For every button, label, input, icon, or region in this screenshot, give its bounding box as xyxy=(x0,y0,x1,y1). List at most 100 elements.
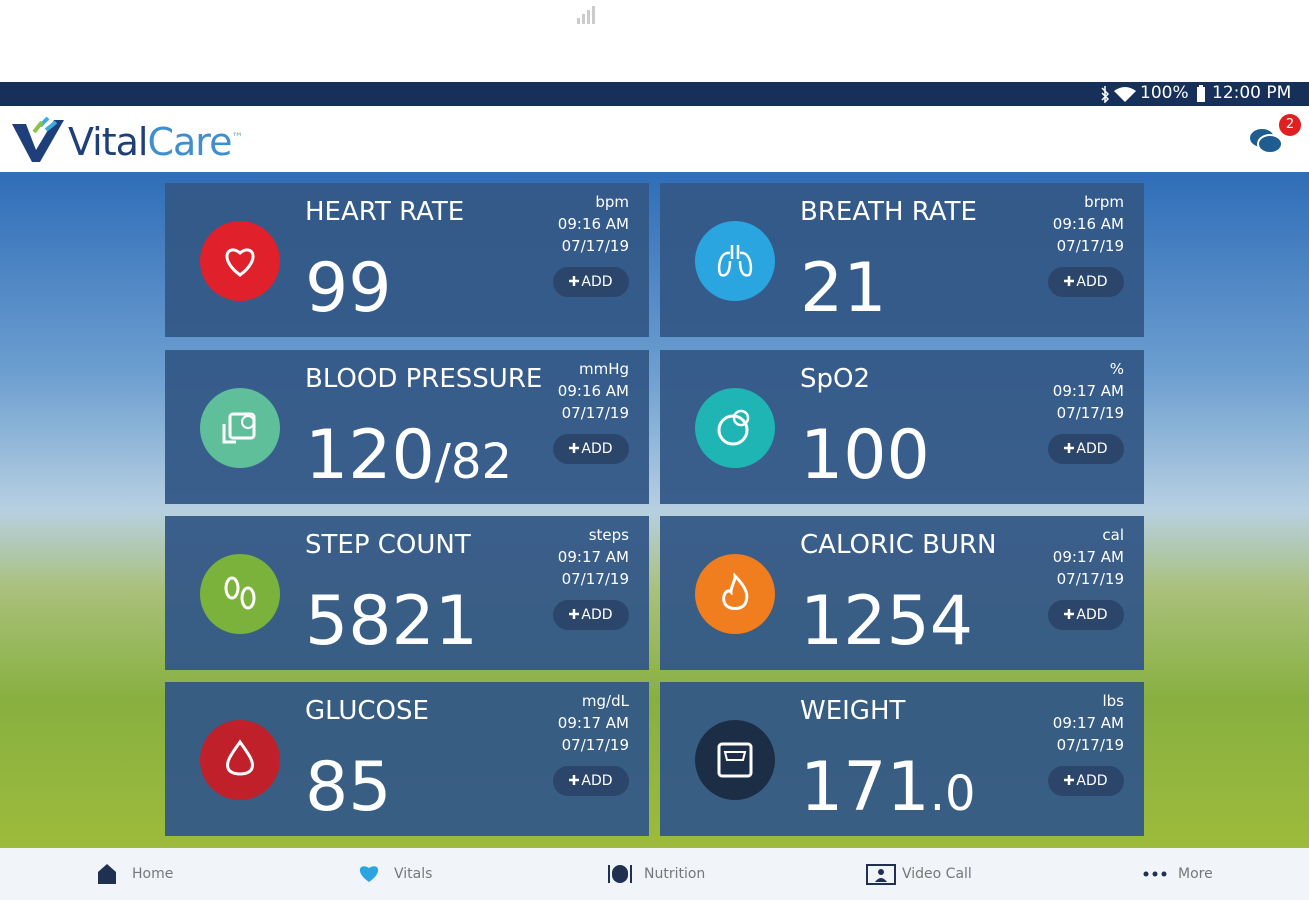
vital-card: GLUCOSE 85 mg/dL 09:17 AM 07/17/19 ADD xyxy=(165,682,649,836)
app-header: VitalCare™ 2 xyxy=(0,106,1309,172)
vital-date: 07/17/19 xyxy=(1056,570,1124,588)
vital-time: 09:16 AM xyxy=(557,215,629,233)
status-bar: 100% 12:00 PM xyxy=(0,82,1309,106)
battery-icon xyxy=(1197,85,1205,102)
nav-item[interactable]: Home xyxy=(96,848,173,900)
add-label: ADD xyxy=(581,441,613,457)
vital-icon xyxy=(695,720,775,800)
plus-icon xyxy=(569,276,580,286)
nav-label: More xyxy=(1178,866,1213,882)
vital-time: 09:16 AM xyxy=(557,382,629,400)
add-label: ADD xyxy=(1076,441,1108,457)
vital-title: SpO2 xyxy=(800,364,871,394)
vital-unit: mmHg xyxy=(578,360,629,378)
vital-value-main: 1254 xyxy=(800,582,974,661)
logo-primary: Vital xyxy=(68,120,148,164)
vital-icon xyxy=(200,221,280,301)
nav-icon-graphic xyxy=(359,866,379,882)
vital-card: BREATH RATE 21 brpm 09:16 AM 07/17/19 ADD xyxy=(660,183,1144,337)
chat-badge: 2 xyxy=(1279,114,1301,136)
add-plus xyxy=(569,607,580,623)
nav-icon xyxy=(1142,862,1172,886)
add-button[interactable]: ADD xyxy=(1048,766,1124,796)
add-plus xyxy=(1064,607,1075,623)
icon-graphic xyxy=(695,720,775,800)
vital-value: 99 xyxy=(305,249,392,328)
clock: 12:00 PM xyxy=(1212,83,1292,103)
vital-date: 07/17/19 xyxy=(561,736,629,754)
add-plus xyxy=(1064,441,1075,457)
add-label: ADD xyxy=(581,773,613,789)
vital-date: 07/17/19 xyxy=(561,404,629,422)
add-plus xyxy=(1064,274,1075,290)
nav-item[interactable]: Vitals xyxy=(358,848,432,900)
add-label: ADD xyxy=(1076,773,1108,789)
add-button[interactable]: ADD xyxy=(553,600,629,630)
vital-title: WEIGHT xyxy=(800,696,906,726)
nav-icon xyxy=(608,862,638,886)
logo-text: VitalCare™ xyxy=(68,120,243,164)
add-label: ADD xyxy=(1076,607,1108,623)
vital-value: 100 xyxy=(800,416,930,495)
add-button[interactable]: ADD xyxy=(1048,267,1124,297)
nav-icon-graphic xyxy=(1143,871,1167,877)
add-plus xyxy=(569,274,580,290)
icon-graphic xyxy=(695,221,775,301)
vital-unit: cal xyxy=(1102,526,1124,544)
vital-value-main: 99 xyxy=(305,249,392,328)
vital-card: STEP COUNT 5821 steps 09:17 AM 07/17/19 ADD xyxy=(165,516,649,670)
vital-icon xyxy=(200,388,280,468)
nav-item[interactable]: Nutrition xyxy=(608,848,705,900)
vital-date: 07/17/19 xyxy=(561,237,629,255)
chat-button[interactable] xyxy=(1248,122,1288,158)
logo-mark xyxy=(12,116,64,162)
vital-value: 120/82 xyxy=(305,416,512,495)
plus-icon xyxy=(1064,609,1075,619)
add-button[interactable]: ADD xyxy=(1048,434,1124,464)
battery-text: 100% xyxy=(1140,83,1189,103)
vital-date: 07/17/19 xyxy=(1056,237,1124,255)
nav-item[interactable]: More xyxy=(1142,848,1213,900)
bottom-nav: Home Vitals Nutrition Video Call More xyxy=(0,848,1309,900)
vital-title: BREATH RATE xyxy=(800,197,977,227)
icon-graphic xyxy=(200,388,280,468)
vital-card: WEIGHT 171.0 lbs 09:17 AM 07/17/19 ADD xyxy=(660,682,1144,836)
nav-item[interactable]: Video Call xyxy=(866,848,972,900)
vital-value-main: 100 xyxy=(800,416,930,495)
vital-time: 09:17 AM xyxy=(1052,714,1124,732)
add-button[interactable]: ADD xyxy=(1048,600,1124,630)
vital-value-main: 120 xyxy=(305,416,435,495)
add-button[interactable]: ADD xyxy=(553,434,629,464)
add-button[interactable]: ADD xyxy=(553,267,629,297)
nav-label: Vitals xyxy=(394,866,433,882)
add-label: ADD xyxy=(581,274,613,290)
icon-graphic xyxy=(200,554,280,634)
vital-icon xyxy=(695,221,775,301)
icon-graphic xyxy=(200,720,280,800)
vital-date: 07/17/19 xyxy=(1056,404,1124,422)
vital-unit: lbs xyxy=(1102,692,1124,710)
vital-time: 09:17 AM xyxy=(557,548,629,566)
vital-time: 09:16 AM xyxy=(1052,215,1124,233)
plus-icon xyxy=(1064,443,1075,453)
vital-title: HEART RATE xyxy=(305,197,465,227)
vital-title: BLOOD PRESSURE xyxy=(305,364,543,394)
plus-icon xyxy=(1064,276,1075,286)
vital-unit: brpm xyxy=(1084,193,1124,211)
vital-unit: bpm xyxy=(595,193,629,211)
vital-value: 85 xyxy=(305,748,392,827)
vital-time: 09:17 AM xyxy=(1052,382,1124,400)
vital-icon xyxy=(695,554,775,634)
nav-icon xyxy=(866,862,896,886)
status-icons xyxy=(1101,86,1136,103)
add-button[interactable]: ADD xyxy=(553,766,629,796)
icon-graphic xyxy=(695,554,775,634)
vital-card: CALORIC BURN 1254 cal 09:17 AM 07/17/19 ADD xyxy=(660,516,1144,670)
plus-icon xyxy=(569,609,580,619)
vital-card: BLOOD PRESSURE 120/82 mmHg 09:16 AM 07/17/19… xyxy=(165,350,649,504)
vital-value-main: 21 xyxy=(800,249,887,328)
add-plus xyxy=(1064,773,1075,789)
vital-time: 09:17 AM xyxy=(1052,548,1124,566)
vital-value: 5821 xyxy=(305,582,478,661)
vital-icon xyxy=(200,720,280,800)
